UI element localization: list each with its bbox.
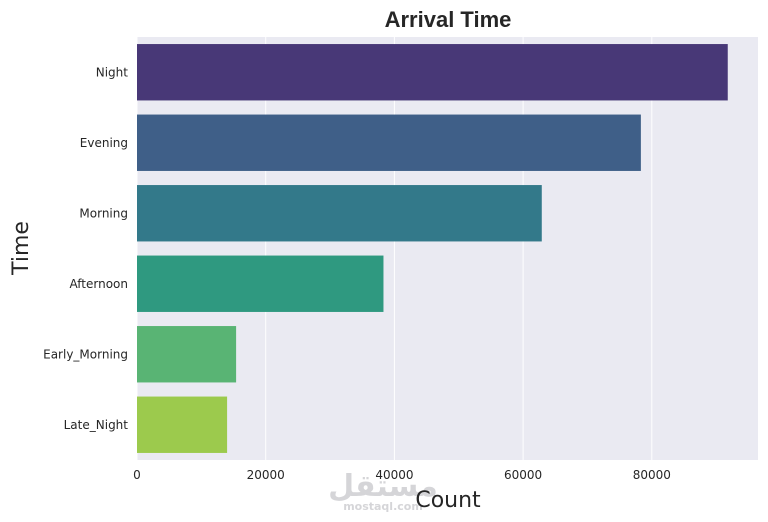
y-tick-labels: Night Evening Morning Afternoon Early_Mornin…: [43, 65, 128, 432]
y-tick-label: Evening: [80, 136, 128, 150]
plot-area: [137, 37, 758, 460]
bars: [137, 44, 728, 453]
x-axis-label: Count: [415, 488, 481, 513]
watermark: مستقل mostaql.com: [328, 469, 438, 513]
y-tick-label: Late_Night: [64, 418, 129, 432]
chart-title: Arrival Time: [385, 7, 512, 32]
bar: [137, 396, 228, 453]
y-axis-label: Time: [9, 221, 34, 276]
x-tick-label: 80000: [633, 468, 671, 482]
bar: [137, 185, 542, 242]
x-tick-label: 40000: [375, 468, 413, 482]
watermark-brand: مستقل: [328, 469, 438, 504]
x-tick-label: 60000: [504, 468, 542, 482]
x-tick-label: 0: [133, 468, 141, 482]
y-tick-label: Morning: [79, 206, 128, 220]
y-tick-label: Early_Morning: [43, 347, 128, 361]
bar: [137, 114, 641, 171]
watermark-url: mostaql.com: [343, 500, 423, 513]
bar: [137, 326, 237, 383]
gridlines: [136, 37, 653, 460]
y-tick-label: Night: [96, 65, 129, 79]
bar: [137, 44, 728, 101]
bar: [137, 255, 384, 312]
x-tick-labels: 0 20000 40000 60000 80000: [133, 468, 671, 482]
y-tick-label: Afternoon: [70, 277, 129, 291]
x-tick-label: 20000: [247, 468, 285, 482]
